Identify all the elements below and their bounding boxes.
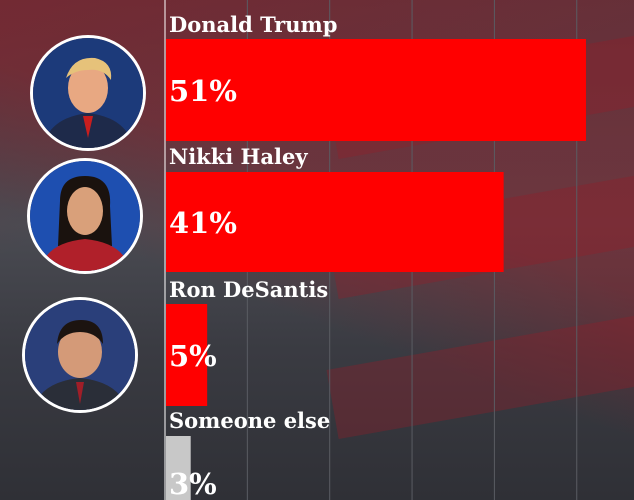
bar: [166, 304, 208, 406]
data-label: 41%: [169, 206, 237, 240]
portrait-icon: [25, 300, 135, 410]
data-label: 51%: [169, 74, 237, 108]
ron-desantis-avatar: [22, 297, 138, 413]
data-label: 3%: [169, 467, 217, 500]
portrait-icon: [33, 38, 143, 148]
category-label: Nikki Haley: [169, 144, 308, 169]
data-label: 5%: [169, 339, 217, 373]
nikki-haley-avatar: [27, 158, 143, 274]
bar: [166, 39, 586, 141]
category-label: Ron DeSantis: [169, 277, 328, 302]
donald-trump-avatar: [30, 35, 146, 151]
bar: [166, 172, 504, 272]
bar: [166, 436, 191, 500]
category-label: Someone else: [169, 408, 330, 433]
portrait-icon: [30, 161, 140, 271]
category-label: Donald Trump: [169, 12, 337, 37]
